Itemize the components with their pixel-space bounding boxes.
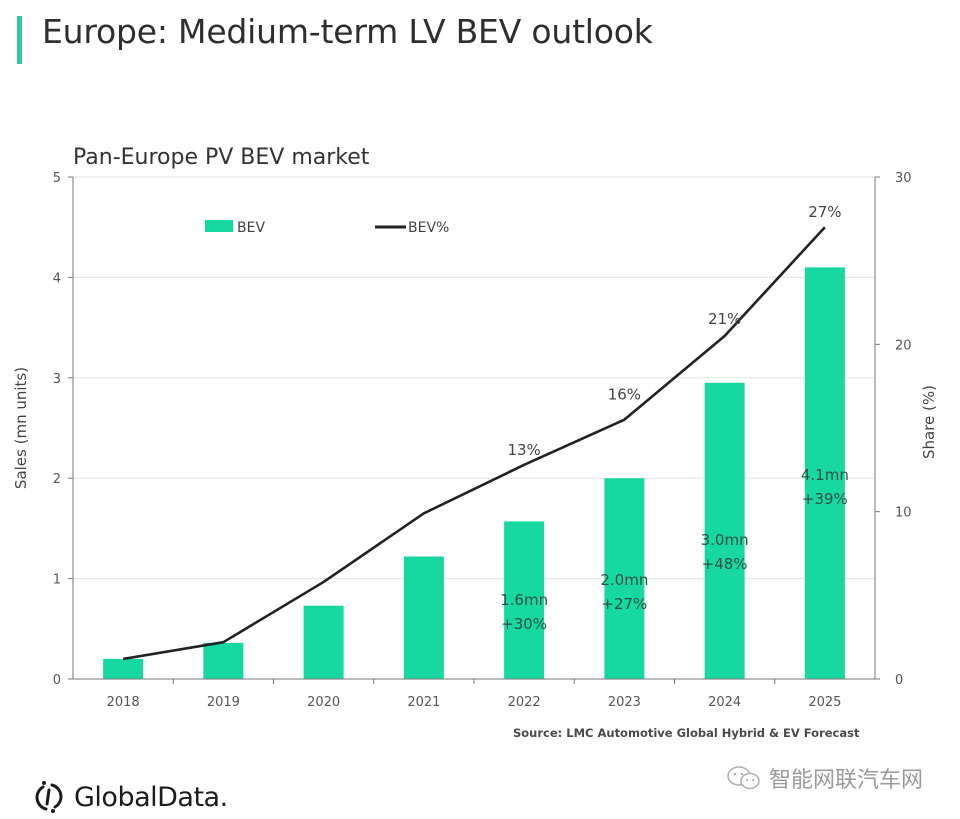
line-label-2024: 21% (708, 310, 741, 328)
gridlines (73, 176, 875, 580)
y-tick-label: 1 (53, 573, 61, 588)
x-tick-label: 2018 (107, 695, 140, 710)
logo-text: GlobalData. (74, 781, 228, 813)
wechat-icon (727, 766, 760, 790)
y2-axis-label: Share (%) (920, 385, 938, 459)
bar-bev-2022 (504, 521, 545, 679)
y-tick-label: 0 (53, 673, 61, 688)
x-tick-label: 2025 (808, 695, 841, 710)
x-tick-label: 2023 (608, 695, 641, 710)
watermark: 智能网联汽车网 (725, 762, 923, 794)
y-tick-label: 5 (53, 171, 61, 186)
data-labels: 1.6mn +30% 2.0mn +27% 3.0mn +48% 4.1mn +39% 13% 1… (500, 203, 849, 633)
chart-title: Pan-Europe PV BEV market (73, 145, 370, 170)
y-axis-label: Sales (mn units) (12, 367, 30, 489)
source-note: Source: LMC Automotive Global Hybrid & E… (513, 726, 860, 740)
x-tick-label: 2024 (708, 695, 741, 710)
y-tick-label: 3 (53, 372, 61, 387)
y-tick-label: 4 (53, 271, 61, 286)
line-label-2023: 16% (608, 386, 641, 404)
y2-tick-label: 30 (895, 171, 912, 186)
y2-tick-label: 20 (895, 338, 912, 353)
x-tick-label: 2020 (307, 695, 340, 710)
bar-label-2025: 4.1mn +39% (801, 466, 849, 508)
legend-bev-swatch (205, 220, 233, 232)
bar-bev-2024 (704, 382, 745, 679)
bar-bev-2019 (203, 642, 244, 679)
globaldata-logo-icon (35, 781, 63, 813)
bar-label-2022: 1.6mn +30% (500, 591, 548, 633)
bar-bev-2025 (804, 267, 845, 679)
bar-bev-2018 (103, 658, 144, 679)
title-accent-bar (17, 16, 22, 64)
watermark-text: 智能网联汽车网 (769, 768, 924, 793)
x-tick-label: 2022 (508, 695, 541, 710)
y-tick-label: 2 (53, 472, 61, 487)
legend: BEV BEV% (205, 220, 449, 236)
bar-label-2024: 3.0mn +48% (701, 531, 749, 573)
line-label-2022: 13% (507, 441, 540, 459)
legend-bevpct-label: BEV% (408, 220, 449, 236)
bar-label-2023: 2.0mn +27% (600, 571, 648, 613)
line-bevpct (122, 226, 826, 661)
globaldata-logo: GlobalData. (32, 780, 228, 814)
x-tick-label: 2019 (207, 695, 240, 710)
legend-bev-label: BEV (237, 220, 265, 236)
bar-bev-2020 (303, 605, 344, 679)
line-label-2025: 27% (808, 203, 841, 221)
line-series (122, 226, 826, 661)
bar-bev-2021 (403, 556, 444, 679)
page-title: Europe: Medium-term LV BEV outlook (42, 12, 653, 51)
bar-bev-2023 (604, 478, 645, 679)
y2-tick-label: 0 (895, 673, 903, 688)
bar-series (103, 267, 845, 679)
y2-tick-label: 10 (895, 506, 912, 521)
x-tick-label: 2021 (407, 695, 440, 710)
axes: 0 1 2 3 4 5 0 10 20 30 2018 2019 2020 2021 2022 2023 202… (53, 171, 912, 710)
